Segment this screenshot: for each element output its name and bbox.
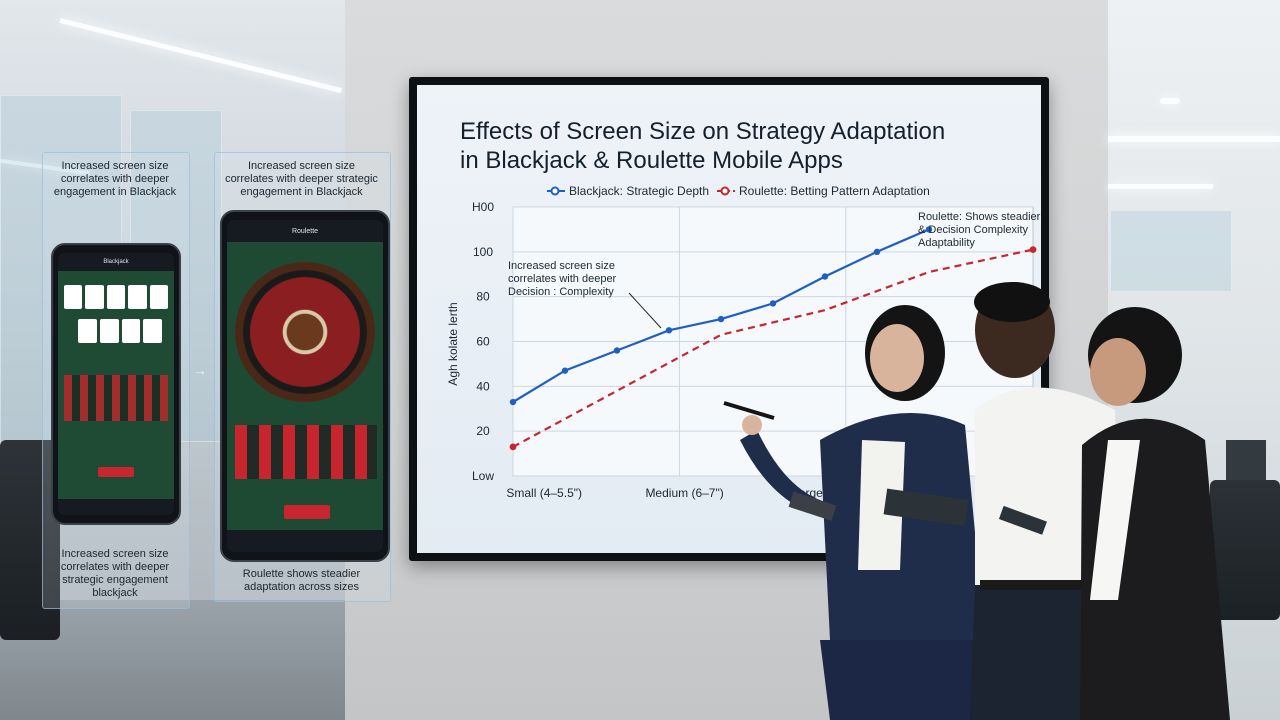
deal-button[interactable] — [98, 467, 134, 477]
office-chair — [1210, 480, 1280, 620]
playing-card — [85, 285, 104, 309]
blackjack-data-point — [561, 367, 569, 374]
blackjack-data-point — [665, 327, 673, 334]
roulette-data-point — [509, 443, 517, 451]
roulette-series-line — [512, 248, 1034, 448]
y-tick-label: 100 — [473, 245, 493, 259]
x-tick-label: Large (7.5+) — [792, 486, 858, 500]
bottom-nav[interactable] — [227, 530, 383, 552]
office-chair — [1226, 440, 1266, 480]
annotation-text: Decision : Complexity — [508, 286, 614, 298]
caption-line: Increased screen size — [248, 160, 355, 172]
card-caption-1: Increased screen size correlates with de… — [44, 160, 186, 199]
line-chart: Low 20 40 60 80 100 H00 Small (4–5.5") Medium (6… — [446, 184, 1041, 500]
playing-card — [64, 285, 83, 309]
arrow-icon: → — [193, 362, 207, 378]
app-header: Roulette — [227, 220, 383, 242]
blackjack-app-screen: Blackjack — [58, 253, 174, 515]
caption-line: adaptation across sizes — [244, 581, 359, 593]
annotation-text: Increased screen size — [508, 260, 615, 272]
spin-button[interactable] — [284, 505, 330, 519]
chart-title-line: Effects of Screen Size on Strategy Adapt… — [460, 118, 946, 145]
legend-marker — [550, 186, 560, 196]
annotation-text: correlates with deeper — [508, 273, 617, 285]
caption-line: blackjack — [92, 587, 138, 599]
blackjack-data-point — [509, 398, 517, 406]
playing-card — [128, 285, 147, 309]
bottom-nav[interactable] — [58, 499, 174, 515]
blackjack-data-point — [873, 248, 881, 256]
playing-card — [106, 285, 126, 309]
betting-table[interactable] — [64, 375, 168, 421]
y-tick-label: 80 — [476, 290, 490, 304]
y-tick-label: 20 — [476, 424, 490, 438]
phone-small: Blackjack — [51, 243, 181, 525]
annotation-arrow — [628, 292, 662, 329]
chart-title-line: in Blackjack & Roulette Mobile Apps — [460, 147, 843, 174]
y-tick-label: 40 — [476, 379, 490, 393]
player-cards — [78, 319, 162, 343]
playing-card — [143, 319, 162, 343]
y-tick-label: 60 — [476, 335, 490, 349]
y-axis-label: Agh kolate lerth — [446, 302, 460, 385]
annotation-text: Roulette: Shows steadier — [918, 211, 1041, 223]
app-title: Blackjack — [103, 259, 129, 265]
legend-label: Roulette: Betting Pattern Adaptation — [739, 184, 930, 198]
caption-line: strategic engagement — [62, 574, 168, 586]
caption-line: correlates with deeper — [60, 561, 170, 573]
caption-line: Increased screen size — [61, 548, 169, 560]
roulette-wheel[interactable] — [235, 262, 375, 402]
caption-line: Roulette shows steadier — [242, 568, 361, 580]
roulette-betting-board[interactable] — [235, 425, 377, 479]
annotation-text: & Decision Complexity — [918, 224, 1029, 236]
y-tick-label: Low — [472, 469, 494, 483]
playing-card — [149, 285, 169, 309]
card-caption-3: Increased screen size correlates with de… — [44, 548, 186, 600]
display-monitor: Effects of Screen Size on Strategy Adapt… — [409, 77, 1049, 561]
roulette-data-point — [1029, 246, 1037, 253]
x-tick-label: Medium (6–7") — [645, 486, 723, 500]
app-title: Roulette — [291, 227, 319, 235]
chart-screen: Effects of Screen Size on Strategy Adapt… — [417, 85, 1041, 553]
chart-title: Effects of Screen Size on Strategy Adapt… — [460, 117, 1020, 175]
x-tick-label: Small (4–5.5") — [506, 486, 582, 500]
app-header: Blackjack — [58, 253, 174, 271]
ceiling-light — [1108, 136, 1280, 142]
blackjack-data-point — [717, 315, 725, 323]
blackjack-data-point — [613, 347, 621, 354]
caption-line: engagement in Blackjack — [240, 186, 363, 198]
legend-label: Blackjack: Strategic Depth — [569, 184, 709, 198]
caption-line: correlates with deeper — [60, 173, 170, 185]
roulette-app-screen: Roulette — [227, 220, 383, 552]
office-chair — [0, 440, 60, 640]
playing-card — [78, 319, 97, 343]
ceiling-light — [1160, 98, 1180, 104]
phone-large: Roulette — [220, 210, 390, 562]
legend-marker — [720, 186, 730, 196]
blackjack-data-point — [821, 273, 829, 280]
annotation-text: Adaptability — [918, 237, 975, 249]
blackjack-data-point — [769, 300, 777, 307]
playing-card — [121, 319, 141, 343]
caption-line: Increased screen size — [61, 160, 169, 172]
card-caption-4: Roulette shows steadier adaptation acros… — [215, 568, 388, 594]
playing-card — [99, 319, 119, 343]
blackjack-data-point — [925, 226, 933, 233]
y-tick-label: H00 — [472, 200, 494, 214]
caption-line: correlates with deeper strategic — [225, 173, 378, 185]
card-caption-2: Increased screen size correlates with de… — [215, 160, 388, 199]
caption-line: engagement in Blackjack — [53, 186, 177, 198]
office-window — [1110, 210, 1232, 292]
dealer-cards — [64, 285, 169, 309]
ceiling-light — [1108, 184, 1213, 189]
